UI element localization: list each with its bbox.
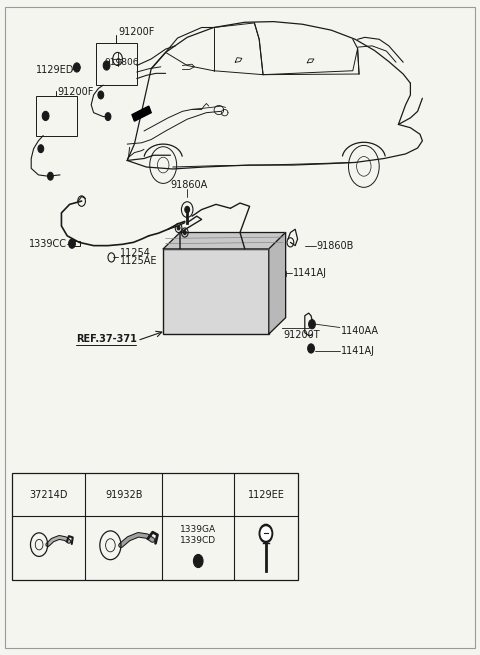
Text: 91860B: 91860B xyxy=(317,240,354,251)
Bar xyxy=(74,241,80,246)
Bar xyxy=(36,96,77,136)
Bar xyxy=(279,271,286,276)
Circle shape xyxy=(183,231,186,234)
Circle shape xyxy=(73,63,80,72)
Text: 91932B: 91932B xyxy=(105,489,143,500)
Text: 91860A: 91860A xyxy=(170,179,208,190)
Text: 91200F: 91200F xyxy=(119,27,155,37)
Circle shape xyxy=(48,172,53,180)
Polygon shape xyxy=(132,106,151,121)
Circle shape xyxy=(38,145,44,153)
Text: 1339GA: 1339GA xyxy=(180,525,216,534)
Text: 1339CC: 1339CC xyxy=(29,238,67,249)
Circle shape xyxy=(185,206,190,213)
Text: 919806: 919806 xyxy=(105,58,139,67)
Text: 1129ED: 1129ED xyxy=(36,65,74,75)
Circle shape xyxy=(261,527,271,540)
Circle shape xyxy=(259,524,273,542)
Circle shape xyxy=(309,320,315,329)
Text: 1125AE: 1125AE xyxy=(120,256,157,267)
Circle shape xyxy=(105,113,111,121)
Text: 1140AA: 1140AA xyxy=(341,326,379,336)
Circle shape xyxy=(98,91,104,99)
Circle shape xyxy=(42,111,49,121)
Text: 1129EE: 1129EE xyxy=(248,489,284,500)
Text: 1141AJ: 1141AJ xyxy=(293,268,327,278)
Text: 91200F: 91200F xyxy=(58,86,94,97)
Bar xyxy=(12,473,298,580)
Text: 37214D: 37214D xyxy=(29,489,68,500)
Circle shape xyxy=(69,239,75,248)
Polygon shape xyxy=(269,233,286,334)
Bar xyxy=(96,43,137,85)
Circle shape xyxy=(177,226,180,230)
Circle shape xyxy=(103,61,110,70)
Text: 11254: 11254 xyxy=(120,248,151,258)
Text: 1141AJ: 1141AJ xyxy=(341,346,375,356)
Polygon shape xyxy=(163,233,286,249)
Text: REF.37-371: REF.37-371 xyxy=(76,333,137,344)
Bar xyxy=(163,249,269,334)
Circle shape xyxy=(308,344,314,353)
Circle shape xyxy=(193,554,203,567)
Text: 91200T: 91200T xyxy=(283,330,320,341)
Text: 1339CD: 1339CD xyxy=(180,536,216,544)
